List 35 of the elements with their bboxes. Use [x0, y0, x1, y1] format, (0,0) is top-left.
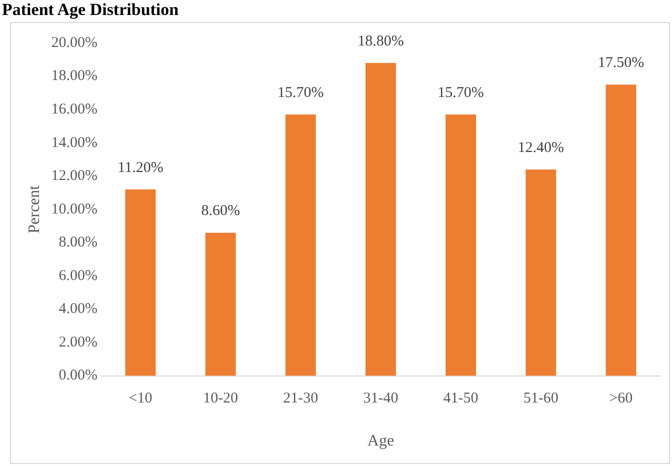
y-tick-label: 4.00% [58, 301, 98, 318]
x-axis-title: Age [367, 432, 394, 450]
y-tick-label: 16.00% [51, 101, 98, 118]
data-label: 15.70% [278, 84, 324, 101]
bar [125, 189, 156, 376]
data-label: 8.60% [201, 203, 240, 220]
y-tick-label: 18.00% [51, 68, 98, 84]
data-label: 12.40% [518, 140, 564, 156]
y-tick-label: 20.00% [51, 34, 98, 51]
x-tick-label: 51-60 [523, 390, 558, 407]
y-tick-label: 14.00% [51, 134, 98, 151]
data-label: 18.80% [358, 33, 404, 50]
bar [526, 169, 556, 376]
x-tick-label: 10-20 [203, 390, 238, 407]
y-tick-label: 2.00% [58, 334, 98, 350]
data-label: 11.20% [118, 160, 164, 176]
data-label: 15.70% [438, 84, 484, 101]
y-tick-label: 10.00% [51, 201, 98, 218]
y-tick-label: 8.00% [58, 234, 98, 251]
y-tick-label: 0.00% [58, 368, 98, 384]
y-tick-label: 6.00% [58, 268, 98, 284]
x-tick-label: <10 [128, 390, 152, 407]
data-label: 17.50% [598, 55, 644, 72]
chart-title: Patient Age Distribution [2, 0, 179, 20]
y-axis-title: Percent [26, 184, 43, 234]
bar [446, 114, 476, 376]
bar [606, 84, 636, 376]
x-tick-label: 21-30 [283, 390, 318, 407]
y-tick-label: 12.00% [51, 168, 98, 184]
bar [366, 62, 396, 376]
bar [285, 114, 316, 376]
x-tick-label: 31-40 [363, 390, 398, 407]
x-tick-label: >60 [609, 390, 633, 407]
x-tick-label: 41-50 [443, 390, 478, 407]
bar [205, 232, 236, 376]
